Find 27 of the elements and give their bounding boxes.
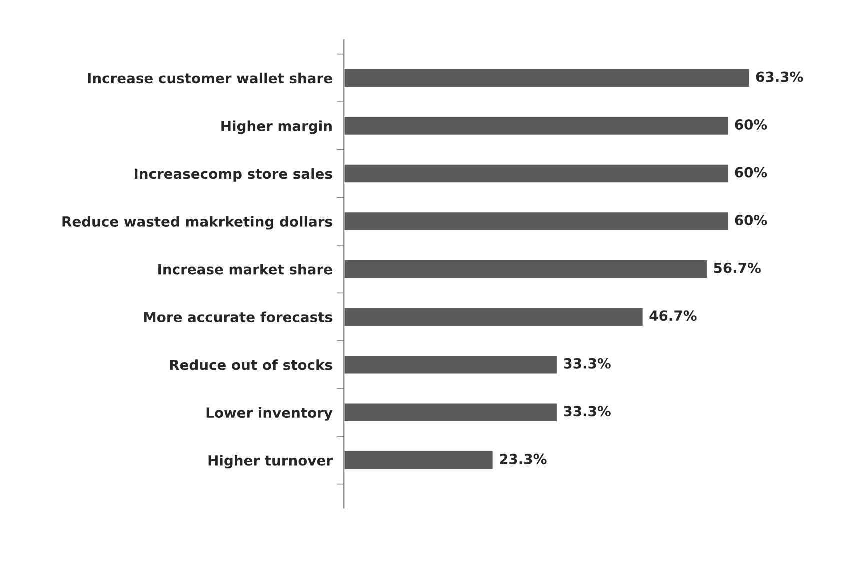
- y-tick-label: More accurate forecasts: [144, 312, 332, 323]
- y-tick-label: Increase market share: [158, 264, 332, 275]
- data-label: 46.7%: [650, 310, 697, 322]
- bar: [344, 354, 558, 376]
- bar: [344, 259, 708, 280]
- bar: [344, 116, 730, 136]
- data-label: 60%: [735, 167, 768, 178]
- y-tick-label: Reduce out of stocks: [170, 360, 332, 370]
- bar: [344, 306, 644, 328]
- data-label: 60%: [735, 215, 768, 226]
- data-label: 63.3%: [756, 72, 804, 82]
- bar: [344, 450, 494, 471]
- bar: [344, 163, 730, 184]
- bar: [344, 68, 751, 88]
- data-label: 33.3%: [564, 358, 611, 369]
- y-tick-label: Reduce wasted makrketing dollars: [62, 216, 332, 230]
- data-label: 33.3%: [564, 406, 611, 417]
- data-label: 56.7%: [714, 262, 761, 274]
- y-tick-label: Increase customer wallet share: [88, 72, 332, 84]
- data-label: 60%: [735, 119, 768, 130]
- y-tick-label: Higher margin: [222, 120, 332, 134]
- data-label: 23.3%: [500, 454, 547, 464]
- bar: [344, 402, 558, 423]
- y-tick-label: Increasecomp store sales: [134, 168, 332, 182]
- y-tick-label: Higher turnover: [208, 455, 333, 469]
- y-tick-label: Lower inventory: [206, 407, 333, 421]
- bar: [344, 211, 730, 232]
